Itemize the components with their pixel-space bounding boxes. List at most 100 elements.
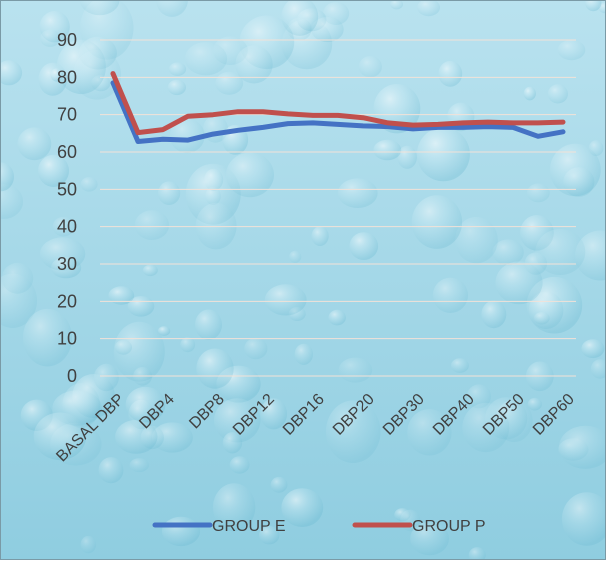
water-droplet bbox=[1, 262, 34, 294]
water-droplet bbox=[244, 337, 268, 360]
series-line-group-e bbox=[110, 80, 566, 144]
water-droplet bbox=[527, 397, 542, 411]
water-droplet bbox=[195, 309, 222, 340]
water-droplet bbox=[222, 432, 243, 454]
water-droplet bbox=[17, 127, 52, 161]
water-droplet bbox=[417, 0, 440, 17]
water-droplet bbox=[432, 277, 468, 313]
water-droplet bbox=[115, 419, 158, 454]
water-droplet bbox=[167, 79, 186, 96]
water-droplet bbox=[588, 140, 604, 157]
y-tick-label: 60 bbox=[57, 142, 77, 162]
water-droplet bbox=[23, 308, 72, 367]
y-tick-label: 80 bbox=[57, 67, 77, 87]
water-droplet bbox=[373, 139, 402, 161]
water-droplet bbox=[226, 152, 274, 198]
water-droplet bbox=[526, 183, 550, 203]
water-droplet bbox=[281, 488, 324, 527]
water-droplet bbox=[158, 326, 171, 336]
water-droplet bbox=[590, 359, 606, 379]
water-droplet bbox=[294, 343, 313, 365]
water-droplet bbox=[80, 177, 98, 192]
water-droplet bbox=[557, 39, 586, 61]
water-droplet bbox=[547, 84, 569, 104]
water-droplet bbox=[481, 300, 507, 329]
water-droplet bbox=[125, 386, 166, 423]
water-droplet bbox=[264, 284, 307, 316]
water-droplet bbox=[235, 45, 273, 84]
water-droplet bbox=[98, 457, 124, 484]
water-droplet bbox=[0, 162, 14, 192]
water-droplet bbox=[492, 239, 524, 266]
y-tick-label: 20 bbox=[57, 291, 77, 311]
water-droplet bbox=[523, 86, 536, 101]
water-droplet bbox=[411, 195, 463, 249]
y-axis-tick-labels: 0 10 20 30 40 50 60 70 80 90 bbox=[57, 30, 77, 386]
series-lines bbox=[110, 71, 566, 144]
water-droplet bbox=[561, 492, 606, 546]
water-droplet bbox=[134, 210, 170, 241]
water-droplet bbox=[462, 402, 510, 453]
y-tick-label: 70 bbox=[57, 105, 77, 125]
water-droplet bbox=[0, 60, 23, 86]
water-droplet bbox=[416, 127, 470, 182]
water-droplet bbox=[0, 184, 24, 219]
water-droplet bbox=[358, 55, 382, 78]
water-droplet bbox=[180, 337, 196, 353]
water-droplet bbox=[52, 216, 75, 237]
water-droplet bbox=[39, 237, 86, 271]
water-droplet bbox=[328, 309, 346, 326]
water-droplet bbox=[581, 339, 605, 359]
water-droplet bbox=[410, 521, 449, 556]
water-droplet bbox=[390, 0, 403, 10]
gridlines bbox=[100, 39, 576, 377]
water-droplet bbox=[495, 261, 543, 305]
water-droplet bbox=[40, 29, 61, 47]
water-droplet bbox=[450, 358, 469, 373]
water-droplet bbox=[33, 412, 87, 461]
water-droplet bbox=[438, 60, 463, 87]
water-droplet bbox=[466, 384, 491, 409]
water-droplet bbox=[338, 357, 373, 383]
water-droplet bbox=[129, 458, 149, 473]
water-droplet bbox=[214, 398, 261, 443]
water-droplet bbox=[80, 535, 97, 554]
water-droplet bbox=[407, 409, 452, 456]
water-droplet bbox=[259, 526, 280, 545]
water-droplet bbox=[73, 50, 122, 100]
water-droplet bbox=[229, 456, 250, 474]
water-droplet bbox=[260, 398, 287, 430]
water-droplet bbox=[114, 339, 132, 355]
y-tick-label: 10 bbox=[57, 329, 77, 349]
water-droplet bbox=[196, 348, 234, 389]
water-droplet bbox=[108, 286, 135, 305]
water-droplet bbox=[168, 62, 187, 76]
legend-label: GROUP E bbox=[212, 518, 286, 535]
y-tick-label: 0 bbox=[67, 366, 77, 386]
water-droplet bbox=[549, 143, 601, 197]
water-droplet bbox=[289, 250, 302, 263]
water-droplet bbox=[142, 264, 158, 277]
water-droplet bbox=[161, 516, 201, 547]
water-droplet bbox=[38, 154, 69, 187]
series-line-group-p bbox=[110, 71, 566, 136]
water-droplet bbox=[80, 0, 120, 16]
y-tick-label: 30 bbox=[57, 254, 77, 274]
water-droplet bbox=[270, 476, 288, 493]
legend-label: GROUP P bbox=[412, 518, 486, 535]
water-droplet bbox=[151, 422, 193, 453]
water-droplet bbox=[585, 0, 602, 12]
water-droplet bbox=[169, 118, 205, 154]
water-droplet bbox=[311, 16, 344, 43]
y-tick-label: 40 bbox=[57, 217, 77, 237]
water-droplet bbox=[535, 229, 586, 275]
water-droplet bbox=[93, 363, 119, 392]
water-droplet bbox=[184, 42, 228, 76]
water-droplet bbox=[281, 0, 319, 36]
water-droplet bbox=[212, 483, 256, 532]
y-tick-label: 90 bbox=[57, 30, 77, 50]
water-droplet bbox=[158, 181, 181, 205]
